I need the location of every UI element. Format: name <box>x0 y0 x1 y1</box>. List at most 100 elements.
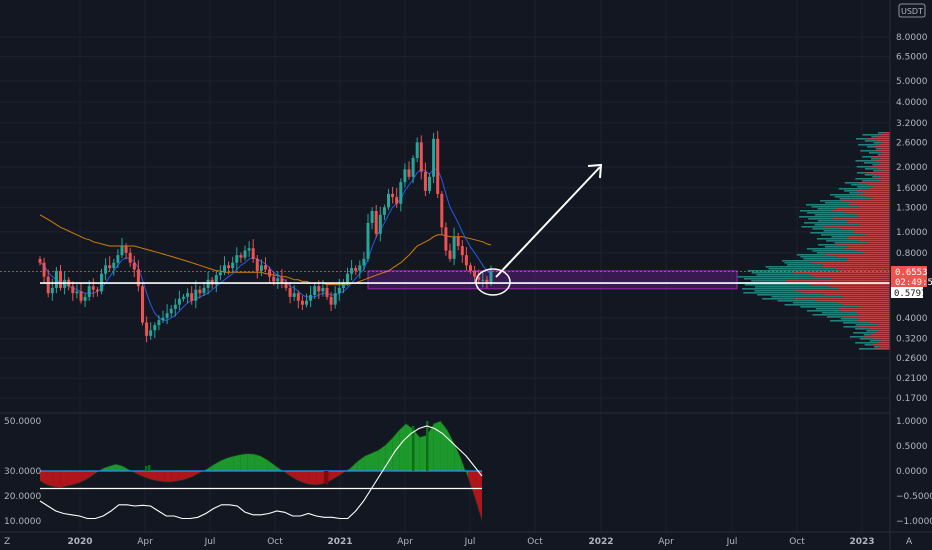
volume-profile-bar-buy <box>768 268 836 270</box>
volume-profile-bar-sell <box>858 240 890 242</box>
volume-profile-bar-buy <box>851 184 867 186</box>
volume-profile-bar-buy <box>855 178 875 180</box>
candle <box>50 278 54 301</box>
time-axis[interactable]: 2020 Apr Jul Oct 2021 Apr Jul Oct 2022 Apr Jul Oct 2… <box>67 537 874 547</box>
volume-profile-bar-buy <box>826 316 843 318</box>
oscillator-left-tick-label: 20.0000 <box>4 492 41 502</box>
volume-profile-bar-buy <box>777 300 817 302</box>
volume-profile-bar-sell <box>879 158 890 160</box>
volume-profile-bar-buy <box>873 142 883 144</box>
candle <box>464 247 468 271</box>
volume-profile-bar-sell <box>801 292 890 294</box>
volume-profile-bar-buy <box>818 244 837 246</box>
candle <box>136 260 140 292</box>
oscillator-area-negative <box>67 471 75 486</box>
volume-profile-bar-sell <box>870 166 890 168</box>
volume-profile-bar-buy <box>815 308 839 310</box>
volume-profile-bar-buy <box>869 340 881 342</box>
oscillator-area-negative <box>191 471 199 477</box>
volume-profile-bar-sell <box>813 276 890 278</box>
volume-profile-bar-sell <box>853 230 890 232</box>
volume-profile-bar-buy <box>762 298 795 300</box>
bar-countdown: 02:49:53 <box>895 278 932 288</box>
volume-profile-bar-sell <box>844 248 890 250</box>
oscillator-panel <box>39 420 483 522</box>
volume-profile-bar-buy <box>873 170 884 172</box>
volume-profile-bar-sell <box>824 254 890 256</box>
volume-profile-bar-sell <box>881 148 890 150</box>
candle <box>218 265 222 281</box>
volume-profile-bar-sell <box>865 234 890 236</box>
volume-profile-bar-buy <box>822 312 857 314</box>
candle <box>149 322 153 340</box>
oscillator-area-negative <box>46 471 54 487</box>
volume-profile-bar-sell <box>880 162 890 164</box>
currency-badge[interactable]: USDT <box>898 3 926 18</box>
volume-profile-bar-sell <box>794 298 890 300</box>
volume-profile-bar-buy <box>737 276 814 278</box>
volume-profile-bar-buy <box>765 266 822 268</box>
volume-profile-bar-buy <box>866 146 874 148</box>
volume-profile-bar-buy <box>807 212 845 214</box>
volume-profile-bar-buy <box>756 274 810 276</box>
volume-profile-bar-buy <box>839 198 873 200</box>
candle <box>268 266 272 284</box>
price-tick-label: 0.3200 <box>896 335 928 345</box>
volume-profile-bar-buy <box>803 222 847 224</box>
volume-profile-bar-buy <box>834 242 868 244</box>
oscillator-bar <box>148 465 151 471</box>
candle <box>284 279 288 291</box>
candle <box>227 261 231 275</box>
volume-profile-bar-buy <box>806 248 845 250</box>
oscillator-area-positive <box>219 458 227 471</box>
volume-profile-bar-sell <box>875 150 890 152</box>
volume-profile-bar-sell <box>879 134 890 136</box>
volume-profile-bar-buy <box>810 232 855 234</box>
volume-profile-bar-buy <box>799 216 859 218</box>
volume-profile-bar-sell <box>880 340 890 342</box>
volume-profile-bar-buy <box>814 224 860 226</box>
oscillator-area-positive <box>419 435 427 471</box>
candle <box>362 251 366 271</box>
oscillator-area-positive <box>364 453 372 471</box>
volume-profile-bar-sell <box>874 178 890 180</box>
time-tick-label: Jul <box>726 537 738 547</box>
volume-profile-bar-sell <box>863 336 890 338</box>
candle <box>124 243 128 260</box>
candle <box>428 172 431 194</box>
volume-profile-bar-sell <box>842 296 890 298</box>
volume-profile-bar-sell <box>858 216 890 218</box>
oscillator-bar <box>412 426 415 471</box>
volume-profile-bar-buy <box>866 330 879 332</box>
volume-profile-bar-buy <box>743 292 802 294</box>
candle <box>38 256 42 266</box>
volume-profile-bar-sell <box>829 286 890 288</box>
candle <box>309 285 313 308</box>
candle <box>243 245 247 261</box>
level-price-tag: 0.5797 <box>891 287 927 299</box>
volume-profile-bar-buy <box>751 280 786 282</box>
oscillator-area-positive <box>247 453 255 471</box>
volume-profile-bar-sell <box>846 238 890 240</box>
timezone-corner-label[interactable]: Z <box>4 537 10 547</box>
candle <box>448 243 452 262</box>
volume-profile-bar-buy <box>872 164 878 166</box>
volume-profile-bar-buy <box>787 264 824 266</box>
volume-profile-bar-sell <box>858 306 890 308</box>
price-axis[interactable]: 8.0000 6.5000 5.0000 4.0000 3.2000 2.6000 2.00… <box>896 33 928 404</box>
volume-profile-bar-buy <box>793 302 837 304</box>
candle <box>325 285 329 300</box>
volume-profile-bar-sell <box>872 344 890 346</box>
volume-profile-bar-sell <box>832 218 890 220</box>
oscillator-area-positive <box>371 450 379 471</box>
auto-scale-button[interactable]: A <box>906 537 913 547</box>
candle <box>436 130 440 198</box>
volume-profile-bar-buy <box>784 304 843 306</box>
price-tick-label: 0.1700 <box>896 394 928 404</box>
volume-profile-bar-buy <box>801 226 824 228</box>
oscillator-area-positive <box>226 456 234 471</box>
candle <box>288 281 292 304</box>
candle <box>91 278 95 298</box>
price-tick-label: 1.3000 <box>896 203 928 213</box>
candle <box>198 285 202 299</box>
